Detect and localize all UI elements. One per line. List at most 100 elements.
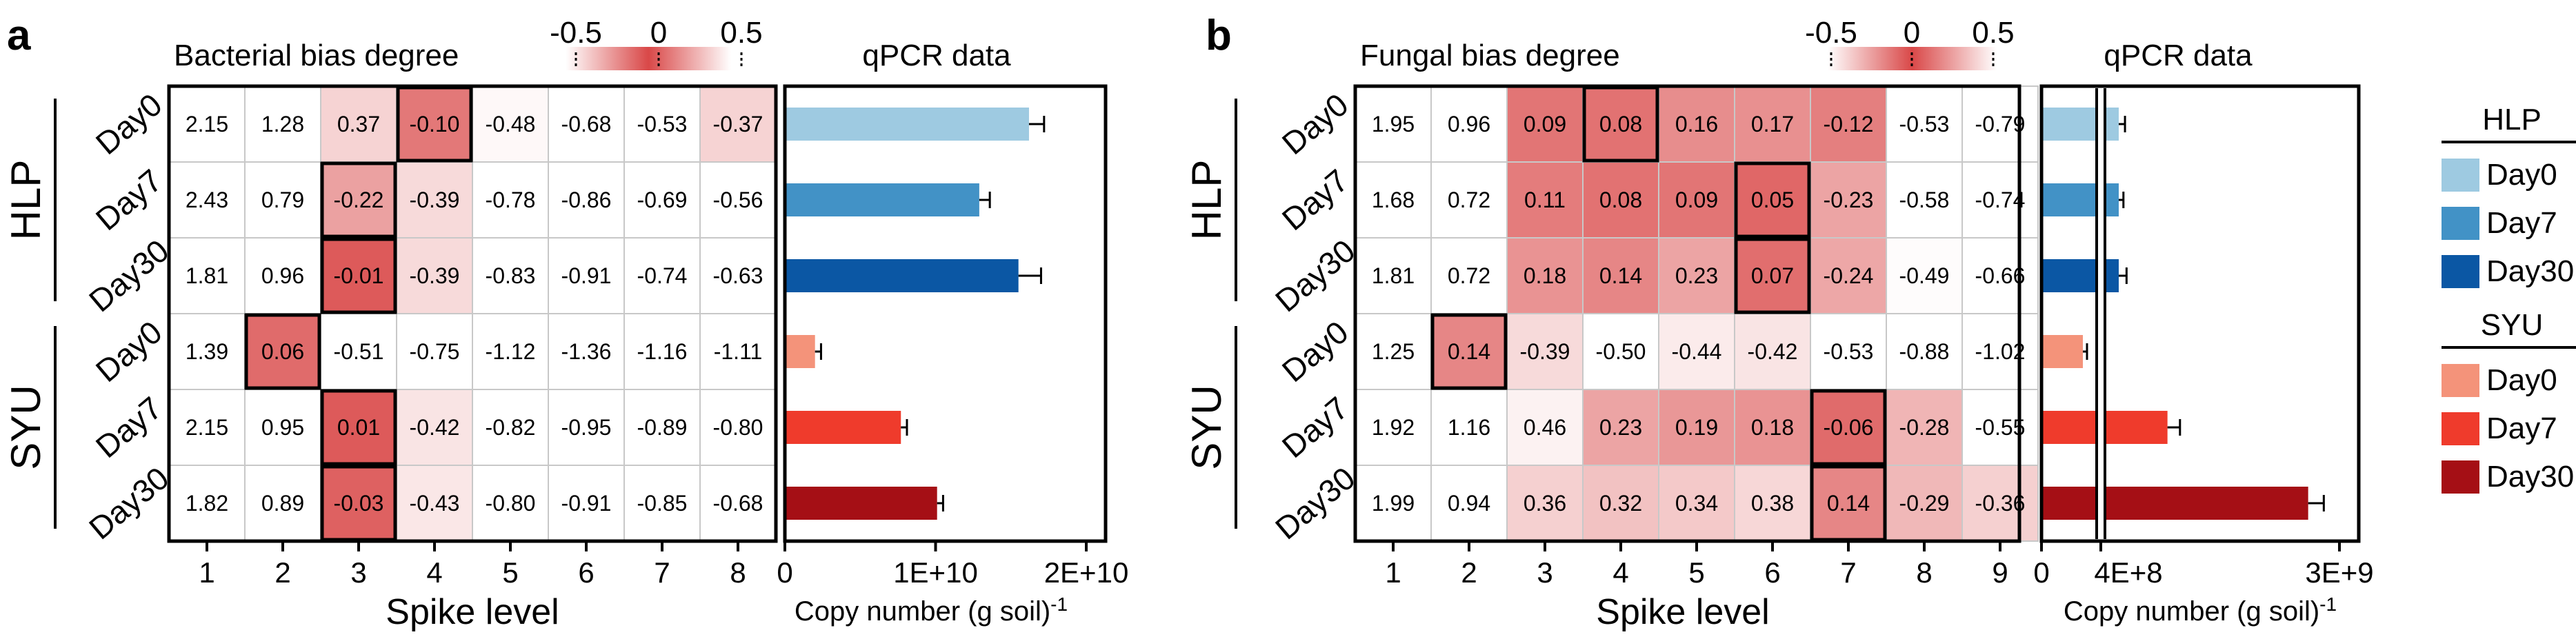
heatmap-cell-label: 1.82	[186, 491, 228, 516]
heatmap-cell-label: -0.22	[334, 187, 384, 212]
heatmap-cell	[1582, 313, 1659, 390]
heatmap-cell	[699, 85, 777, 163]
qpcr-bar	[785, 183, 979, 216]
panel-a-qpcr-title: qPCR data	[862, 39, 1011, 72]
heatmap-cell-label: 0.38	[1751, 491, 1794, 516]
heatmap-cell	[1430, 465, 1508, 542]
heatmap-cell	[623, 313, 701, 390]
heatmap-cell-label: -0.89	[637, 415, 688, 440]
heatmap-cell-label: 0.23	[1599, 415, 1642, 440]
qpcr-bar	[785, 335, 815, 368]
heatmap-cell-label: -0.42	[410, 415, 460, 440]
legend-label: Day7	[2486, 206, 2557, 240]
heatmap-cell-label: -0.23	[1824, 187, 1874, 212]
heatmap-cell-label: -0.75	[410, 339, 460, 364]
heatmap-cell-label: -0.83	[486, 263, 536, 288]
heatmap-cell	[1734, 389, 1811, 466]
heatmap-cell-label: 1.16	[1448, 415, 1490, 440]
heatmap-cell-label: 0.46	[1524, 415, 1566, 440]
panel-a-letter: a	[7, 12, 31, 59]
heatmap-cell	[396, 465, 473, 542]
heatmap-cell-label: -0.80	[486, 491, 536, 516]
row-label: Day30	[1268, 460, 1361, 546]
heatmap-cell-label: 0.14	[1827, 491, 1870, 516]
heatmap-cell-label: 0.89	[261, 491, 304, 516]
heatmap-cell-label: -1.16	[637, 339, 688, 364]
heatmap-cell	[472, 465, 549, 542]
row-label: Day0	[1275, 314, 1355, 389]
qpcr-bar	[2041, 108, 2119, 141]
legend-swatch	[2442, 412, 2479, 445]
x-tick-label: 1	[1385, 556, 1401, 589]
heatmap-highlight-box	[244, 313, 321, 390]
heatmap-highlight-box	[320, 237, 397, 314]
heatmap-cell-label: 2.15	[186, 415, 228, 440]
heatmap-cell-label: -0.58	[1899, 187, 1950, 212]
heatmap-cell-label: 1.25	[1372, 339, 1415, 364]
heatmap-highlight-box	[320, 161, 397, 239]
row-label: Day30	[82, 460, 175, 546]
panel-a-x-ticks: 1 2 3 4 5 6 7 8	[199, 541, 746, 589]
heatmap-cell-label: -1.02	[1975, 339, 2026, 364]
row-label: Day0	[89, 86, 169, 161]
legend-label: Day30	[2486, 460, 2574, 494]
heatmap-cell-label: -0.91	[561, 263, 612, 288]
heatmap-cell-label: -0.51	[334, 339, 384, 364]
heatmap-cell	[1734, 313, 1811, 390]
heatmap-cell-label: -0.79	[1975, 112, 2026, 136]
panel-a-xlabel: Spike level	[386, 592, 559, 632]
heatmap-cell	[1355, 389, 1432, 466]
panel-a-group-labels: HLP SYU	[3, 99, 57, 529]
heatmap-cell-label: -0.39	[410, 263, 460, 288]
heatmap-cell	[623, 237, 701, 314]
heatmap-highlight-box	[320, 389, 397, 466]
heatmap-cell	[1810, 161, 1887, 239]
heatmap-cell-label: -0.42	[1748, 339, 1798, 364]
row-label: Day0	[89, 314, 169, 389]
heatmap-cell	[320, 465, 397, 542]
heatmap-cell-label: -0.50	[1596, 339, 1646, 364]
qpcr-bar	[785, 487, 937, 520]
heatmap-cell-label: 0.08	[1599, 187, 1642, 212]
heatmap-cell-label: 0.36	[1524, 491, 1566, 516]
heatmap-cell-label: -0.66	[1975, 263, 2026, 288]
legend-swatch	[2442, 159, 2479, 192]
x-tick-label: 7	[654, 556, 670, 589]
panel-a-cb-tick-1: 0	[650, 16, 667, 50]
heatmap-cell-label: -0.28	[1899, 415, 1950, 440]
heatmap-cell	[1886, 85, 1963, 163]
heatmap-cell-label: -0.55	[1975, 415, 2026, 440]
heatmap-cell	[1355, 237, 1432, 314]
qpcr-bar	[785, 108, 1029, 141]
x-tick-label: 3	[350, 556, 366, 589]
heatmap-cell-label: -1.36	[561, 339, 612, 364]
heatmap-cell-label: 0.23	[1675, 263, 1718, 288]
x-tick-label: 6	[578, 556, 594, 589]
panel-a-colorbar-gradient	[566, 47, 731, 70]
heatmap-cell	[244, 313, 321, 390]
heatmap-cell	[1658, 389, 1735, 466]
heatmap-cell	[1430, 237, 1508, 314]
panel-b-cb-tick-2: 0.5	[1972, 16, 2014, 50]
heatmap-cell-label: 0.96	[1448, 112, 1490, 136]
heatmap-cell-label: 1.68	[1372, 187, 1415, 212]
x-tick-label: 2	[274, 556, 290, 589]
panel-b-group-hlp: HLP	[1184, 160, 1230, 241]
row-label: Day7	[1275, 162, 1355, 237]
qpcr-tick-label: 0	[777, 556, 792, 589]
heatmap-cell	[699, 237, 777, 314]
heatmap-cell-label: 0.14	[1448, 339, 1490, 364]
x-tick-label: 5	[502, 556, 518, 589]
qpcr-bar	[2041, 335, 2083, 368]
heatmap-cell	[1355, 85, 1432, 163]
heatmap-cell-label: 1.92	[1372, 415, 1415, 440]
heatmap-cell-label: -0.63	[713, 263, 763, 288]
heatmap-cell-label: 2.43	[186, 187, 228, 212]
heatmap-cell-label: -0.36	[1975, 491, 2026, 516]
row-label: Day7	[1275, 389, 1355, 465]
heatmap-cell-label: 1.95	[1372, 112, 1415, 136]
heatmap-cell	[244, 161, 321, 239]
panel-a-qpcr-xlabel: Copy number (g soil)-1	[795, 594, 1068, 627]
x-tick-label: 9	[1992, 556, 2008, 589]
